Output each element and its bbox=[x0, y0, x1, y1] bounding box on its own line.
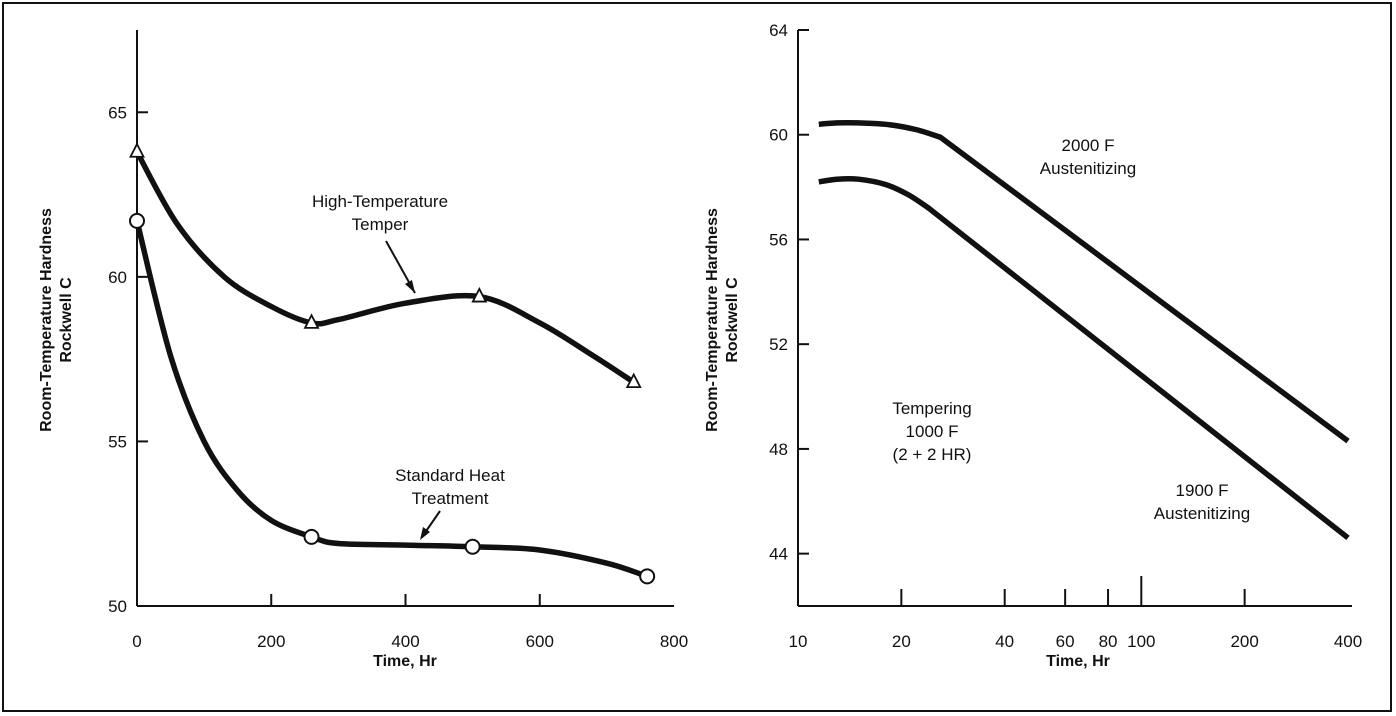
left-x-tick-label: 0 bbox=[132, 632, 141, 651]
annotation-standard-line-1: Standard Heat bbox=[395, 466, 505, 485]
left-series-2-circle-marker bbox=[464, 538, 481, 555]
left-series-group bbox=[129, 142, 656, 585]
right-y-tick-label: 48 bbox=[769, 440, 788, 459]
right-y-tick-label: 60 bbox=[769, 126, 788, 145]
right-series-line-1 bbox=[818, 120, 1350, 444]
left-chart: 50 55 60 65 0 200 400 600 800 Room-Temperature … bbox=[38, 30, 688, 670]
right-y-tick-label: 52 bbox=[769, 335, 788, 354]
right-x-tick-label: 100 bbox=[1127, 632, 1155, 651]
right-x-tick-label: 80 bbox=[1099, 632, 1118, 651]
right-x-tick-label: 60 bbox=[1056, 632, 1075, 651]
right-y-axis-title-line-1: Room-Temperature Hardness bbox=[704, 208, 721, 432]
right-x-tick-label: 200 bbox=[1230, 632, 1258, 651]
left-y-ticks: 50 55 60 65 bbox=[108, 103, 148, 616]
left-series-line-1 bbox=[134, 149, 637, 385]
right-x-tick-label: 40 bbox=[995, 632, 1014, 651]
right-y-tick-label: 44 bbox=[769, 545, 788, 564]
left-y-axis-title-line-2: Rockwell C bbox=[58, 277, 75, 363]
right-y-tick-label: 56 bbox=[769, 230, 788, 249]
left-y-tick-label: 50 bbox=[108, 597, 127, 616]
right-x-ticks: 10 20 40 60 80 100 200 400 bbox=[789, 576, 1362, 651]
annotation-high-temp-line-1: High-Temperature bbox=[312, 192, 448, 211]
left-x-tick-label: 400 bbox=[391, 632, 419, 651]
left-x-axis-title: Time, Hr bbox=[373, 653, 437, 670]
annotation-standard-arrowhead bbox=[420, 527, 430, 540]
annotation-1900f-line-2: Austenitizing bbox=[1154, 504, 1250, 523]
right-series-group bbox=[818, 120, 1350, 541]
right-x-tick-label: 400 bbox=[1334, 632, 1362, 651]
right-chart: 44 48 52 56 60 64 10 20 40 60 80 100 200 400 Room-Te… bbox=[704, 21, 1362, 670]
right-y-axis-title-line-2: Rockwell C bbox=[724, 277, 741, 363]
annotation-1900f-line-1: 1900 F bbox=[1176, 481, 1229, 500]
right-x-axis-title: Time, Hr bbox=[1046, 653, 1110, 670]
left-series-1-triangle-marker bbox=[303, 313, 320, 329]
right-y-tick-label: 64 bbox=[769, 21, 788, 40]
left-y-tick-label: 65 bbox=[108, 103, 127, 122]
annotation-tempering-line-3: (2 + 2 HR) bbox=[893, 445, 972, 464]
left-series-2-circle-marker bbox=[639, 568, 656, 585]
annotation-standard-line-2: Treatment bbox=[412, 489, 489, 508]
left-x-tick-label: 600 bbox=[526, 632, 554, 651]
left-series-1-triangle-marker bbox=[129, 142, 145, 158]
left-series-1-triangle-marker bbox=[471, 286, 488, 303]
left-x-ticks: 0 200 400 600 800 bbox=[132, 594, 688, 651]
annotation-high-temp-line-2: Temper bbox=[352, 215, 409, 234]
annotation-2000f-line-1: 2000 F bbox=[1062, 136, 1115, 155]
left-series-2-circle-marker bbox=[303, 528, 320, 545]
annotation-tempering-line-1: Tempering bbox=[892, 399, 971, 418]
right-x-tick-label: 10 bbox=[789, 632, 808, 651]
left-series-2-circle-marker bbox=[129, 212, 145, 229]
right-series-line-2 bbox=[818, 175, 1350, 541]
annotation-high-temp-arrowhead bbox=[405, 280, 415, 293]
left-y-axis-title-line-1: Room-Temperature Hardness bbox=[38, 208, 55, 432]
left-y-tick-label: 60 bbox=[108, 268, 127, 287]
annotation-2000f-line-2: Austenitizing bbox=[1040, 159, 1136, 178]
right-x-tick-label: 20 bbox=[892, 632, 911, 651]
left-series-line-2 bbox=[134, 218, 650, 580]
left-x-tick-label: 800 bbox=[660, 632, 688, 651]
annotation-tempering-line-2: 1000 F bbox=[906, 422, 959, 441]
left-series-1-triangle-marker bbox=[625, 372, 642, 389]
left-y-tick-label: 55 bbox=[108, 432, 127, 451]
right-y-ticks: 44 48 52 56 60 64 bbox=[769, 21, 809, 564]
left-x-tick-label: 200 bbox=[257, 632, 285, 651]
